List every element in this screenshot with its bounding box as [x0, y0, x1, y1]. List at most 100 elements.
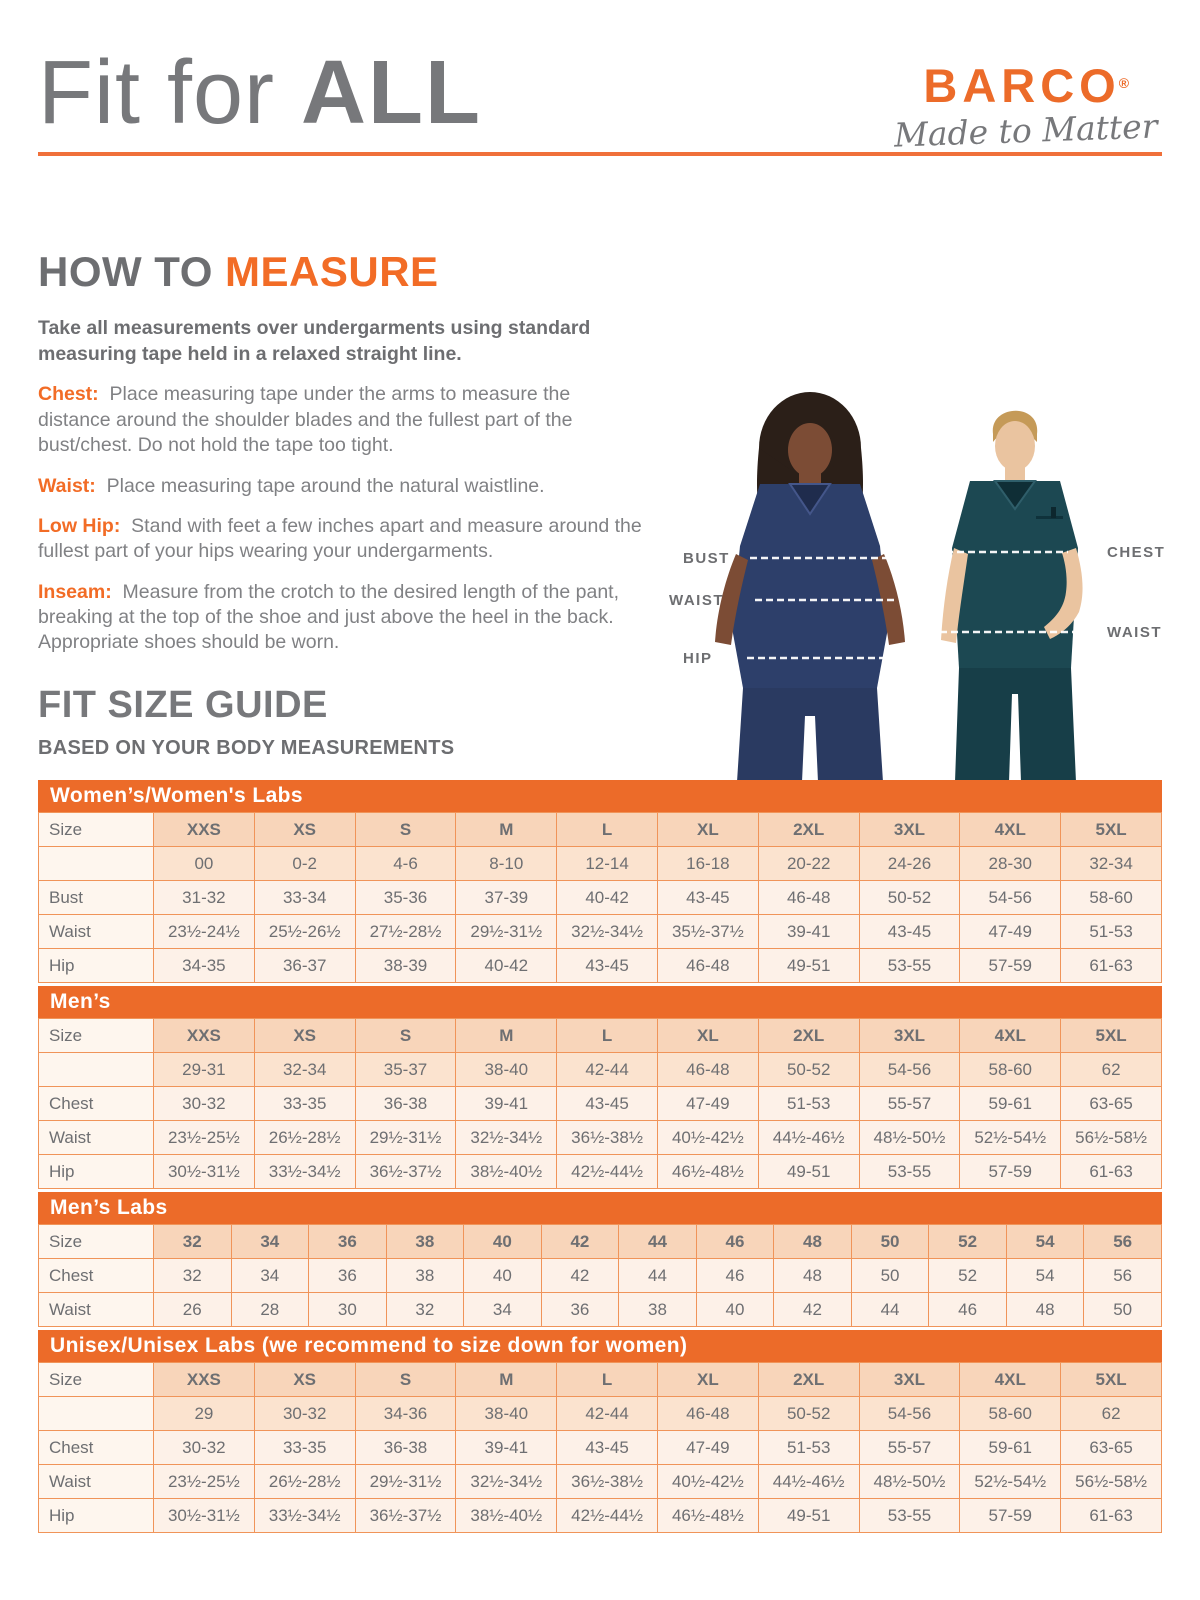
measure-step-lowhip: Low Hip: Stand with feet a few inches ap…	[38, 514, 646, 565]
size-value-cell: 46	[928, 1292, 1007, 1327]
size-value-cell: 34	[230, 1258, 310, 1293]
size-value-cell: 46-48	[656, 1052, 759, 1087]
how-to-measure-title: HOW TO MEASURE	[38, 248, 656, 296]
size-value-cell: 50	[850, 1258, 930, 1293]
size-value-cell: 42-44	[556, 1052, 658, 1087]
table-banner: Men’s Labs	[38, 1192, 1162, 1224]
size-value-cell: 28-30	[959, 846, 1062, 881]
size-value-cell: 36	[308, 1224, 387, 1259]
size-value-cell: 58-60	[959, 1052, 1062, 1087]
numeric-size-row: 29 30-32 34-36 38-40 42-44 46-48 50-52 54-56 58-…	[38, 1396, 1162, 1431]
size-grid-body: Size XXS XS S M L XL 2XL 3XL 4XL 5XL 29-31 32-34 35-3…	[38, 1018, 1162, 1189]
numeric-size-row: 00 0-2 4-6 8-10 12-14 16-18 20-22 24-26 28-30 32-…	[38, 846, 1162, 881]
size-value-cell: 42-44	[556, 1396, 658, 1431]
size-value-cell: S	[354, 812, 457, 847]
row-label-cell: Size	[38, 1018, 154, 1053]
size-value-cell: L	[556, 1018, 658, 1053]
size-value-cell: 23½-24½	[153, 914, 255, 949]
size-value-cell: 34-35	[153, 948, 255, 983]
size-value-cell: 33½-34½	[253, 1154, 356, 1189]
measurement-row: Chest 30-32 33-35 36-38 39-41 43-45 47-49 51-53…	[38, 1430, 1162, 1465]
size-value-cell: 24-26	[858, 846, 961, 881]
size-value-cell: 30-32	[253, 1396, 356, 1431]
size-value-cell: 8-10	[455, 846, 558, 881]
size-value-cell: 57-59	[959, 1498, 1062, 1533]
chest-label: CHEST	[1107, 544, 1165, 561]
step-text-lowhip: Stand with feet a few inches apart and m…	[38, 514, 642, 563]
row-label-cell	[38, 1052, 154, 1087]
size-value-cell: XXS	[153, 812, 255, 847]
size-value-cell: 32½-34½	[455, 1464, 558, 1499]
row-label-cell: Hip	[38, 1498, 154, 1533]
size-value-cell: 39-41	[455, 1086, 558, 1121]
size-value-cell: M	[455, 1362, 558, 1397]
measurement-row: Bust 31-32 33-34 35-36 37-39 40-42 43-45 46-48 5…	[38, 880, 1162, 915]
size-value-cell: 54-56	[858, 1396, 961, 1431]
size-value-cell: S	[354, 1018, 457, 1053]
registered-mark: ®	[1118, 75, 1130, 91]
size-value-cell: 46-48	[757, 880, 860, 915]
size-value-cell: 38	[385, 1224, 465, 1259]
row-label-cell: Waist	[38, 914, 154, 949]
size-value-cell: 2XL	[757, 812, 860, 847]
row-label-cell: Waist	[38, 1292, 154, 1327]
size-value-cell: 35-37	[354, 1052, 457, 1087]
size-value-cell: 16-18	[656, 846, 759, 881]
size-value-cell: 32½-34½	[556, 914, 658, 949]
numeric-size-row: 29-31 32-34 35-37 38-40 42-44 46-48 50-52 54-56…	[38, 1052, 1162, 1087]
size-value-cell: 42½-44½	[556, 1498, 658, 1533]
size-value-cell: 40	[463, 1224, 542, 1259]
size-value-cell: 63-65	[1060, 1430, 1162, 1465]
size-header-row: Size XXS XS S M L XL 2XL 3XL 4XL 5XL	[38, 1018, 1162, 1053]
size-value-cell: 0-2	[253, 846, 356, 881]
page-title: Fit for ALL	[38, 44, 482, 143]
size-value-cell: 32½-34½	[455, 1120, 558, 1155]
size-value-cell: 61-63	[1060, 1498, 1162, 1533]
size-value-cell: 30	[308, 1292, 387, 1327]
size-value-cell: 54	[1005, 1258, 1085, 1293]
brand-tagline: Made to Matter	[893, 106, 1159, 155]
size-value-cell: 29-31	[153, 1052, 255, 1087]
size-value-cell: 40-42	[556, 880, 658, 915]
row-label-cell: Size	[38, 1224, 154, 1259]
page-title-regular: Fit for	[38, 43, 302, 143]
measurement-row: Waist 23½-25½ 26½-28½ 29½-31½ 32½-34½ 36½-38½…	[38, 1464, 1162, 1499]
size-value-cell: 42	[540, 1224, 620, 1259]
size-value-cell: 40½-42½	[656, 1120, 759, 1155]
step-text-waist: Place measuring tape around the natural …	[106, 474, 545, 497]
size-value-cell: 4XL	[959, 812, 1062, 847]
size-value-cell: 36	[308, 1258, 387, 1293]
size-value-cell: 33-35	[253, 1430, 356, 1465]
size-value-cell: 2XL	[757, 1362, 860, 1397]
models-illustration: BUST WAIST HIP CHEST WAIST	[669, 392, 1165, 782]
size-value-cell: 54	[1005, 1224, 1085, 1259]
fit-size-guide-subtitle: BASED ON YOUR BODY MEASUREMENTS	[38, 737, 455, 759]
size-value-cell: 52½-54½	[959, 1464, 1062, 1499]
how-to-measure-title-gray: HOW TO	[38, 248, 226, 295]
size-value-cell: 23½-25½	[153, 1120, 255, 1155]
size-value-cell: 47-49	[959, 914, 1062, 949]
man-model	[941, 410, 1083, 782]
size-value-cell: 48	[773, 1224, 852, 1259]
size-value-cell: 29½-31½	[455, 914, 558, 949]
size-value-cell: 53-55	[858, 1154, 961, 1189]
brand-logo: BARCO® Made to Matter	[894, 62, 1159, 155]
size-value-cell: 30½-31½	[153, 1498, 255, 1533]
size-value-cell: 34	[463, 1292, 542, 1327]
size-value-cell: 27½-28½	[354, 914, 457, 949]
measurement-row: Waist 23½-24½ 25½-26½ 27½-28½ 29½-31½ 32½-34½…	[38, 914, 1162, 949]
size-value-cell: 4-6	[354, 846, 457, 881]
size-value-cell: 32-34	[1060, 846, 1162, 881]
size-value-cell: 32	[385, 1292, 465, 1327]
size-grid-table: Size XXS XS S M L XL 2XL 3XL 4XL 5XL 29 30-32 34-36 38…	[38, 1362, 1162, 1533]
size-value-cell: 4XL	[959, 1362, 1062, 1397]
size-value-cell: 38-40	[455, 1396, 558, 1431]
size-value-cell: 42	[773, 1292, 852, 1327]
size-value-cell: 5XL	[1060, 812, 1162, 847]
size-value-cell: 51-53	[757, 1430, 860, 1465]
measurement-models-figure: BUST WAIST HIP CHEST WAIST	[655, 386, 1180, 782]
size-value-cell: 35-36	[354, 880, 457, 915]
size-value-cell: 47-49	[656, 1430, 759, 1465]
size-value-cell: 34	[230, 1224, 310, 1259]
size-value-cell: 20-22	[757, 846, 860, 881]
